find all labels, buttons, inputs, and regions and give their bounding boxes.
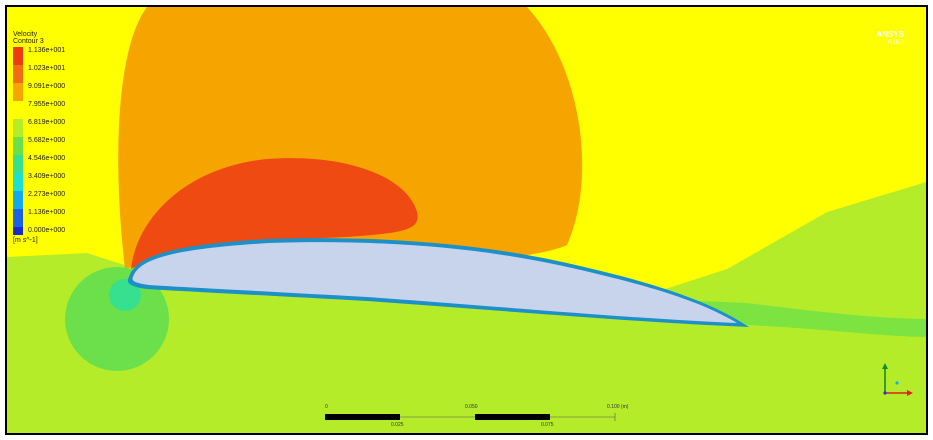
legend-swatch — [13, 101, 23, 119]
legend-level: 1.023e+001 — [13, 65, 133, 83]
legend-swatch — [13, 227, 23, 235]
legend-scale: 1.136e+001 1.023e+001 9.091e+000 7.955e+… — [13, 47, 133, 235]
contour-plot-viewport[interactable]: Velocity Contour 3 1.136e+001 1.023e+001… — [5, 5, 928, 435]
legend-level-label: 5.682e+000 — [28, 137, 66, 144]
axis-z — [883, 391, 887, 395]
legend-level-label: 2.273e+000 — [28, 191, 66, 198]
legend-level: 4.546e+000 — [13, 155, 133, 173]
legend-level-label: 1.136e+000 — [28, 209, 66, 216]
axis-marker — [895, 381, 899, 385]
legend-level: 6.819e+000 — [13, 119, 133, 137]
legend-swatch — [13, 173, 23, 191]
legend-level-label: 1.023e+001 — [28, 65, 66, 72]
legend-level: 9.091e+000 — [13, 83, 133, 101]
legend-swatch — [13, 209, 23, 227]
logo-name: ANSYS — [876, 30, 904, 39]
legend-level-label: 6.819e+000 — [28, 119, 66, 126]
logo-version: R15.0 — [887, 40, 904, 46]
legend-level-label: 3.409e+000 — [28, 173, 66, 180]
legend-swatch — [13, 191, 23, 209]
legend-level-label: 1.136e+001 — [28, 47, 66, 54]
scale-label-0075: 0.075 — [541, 422, 554, 428]
legend-subtitle: Contour 3 — [13, 38, 44, 45]
legend-title: Velocity — [13, 31, 38, 38]
legend-level: 2.273e+000 — [13, 191, 133, 209]
ansys-logo: ANSYS R15.0 — [876, 31, 904, 47]
legend-level-label: 4.546e+000 — [28, 155, 66, 162]
stagnation-region-outer — [65, 267, 169, 371]
legend-level-label: 7.955e+000 — [28, 101, 66, 108]
scale-label-0100: 0.100 (m) — [607, 404, 629, 410]
velocity-contour-field — [7, 7, 926, 433]
stagnation-region-inner — [109, 279, 141, 311]
legend-swatch — [13, 155, 23, 173]
high-velocity-bubble-inner — [131, 158, 418, 269]
scale-bar-segment-2 — [475, 414, 550, 420]
legend-level: 1.136e+000 — [13, 209, 133, 227]
legend-unit: [m s^-1] — [13, 237, 38, 244]
scale-bar: 0 0.050 0.100 (m) 0.025 0.075 — [325, 399, 635, 429]
legend-swatch — [13, 137, 23, 155]
legend-swatch — [13, 119, 23, 137]
color-legend: Velocity Contour 3 1.136e+001 1.023e+001… — [13, 31, 133, 244]
legend-level: 5.682e+000 — [13, 137, 133, 155]
legend-level: 3.409e+000 — [13, 173, 133, 191]
legend-swatch — [13, 65, 23, 83]
legend-level: 1.136e+001 — [13, 47, 133, 65]
scale-label-0050: 0.050 — [465, 404, 478, 410]
legend-level: 0.000e+000 — [13, 227, 133, 235]
scale-label-0: 0 — [325, 404, 328, 410]
axis-y-arrow — [882, 363, 888, 369]
legend-swatch — [13, 47, 23, 65]
axis-x-arrow — [907, 390, 913, 396]
legend-level-label: 9.091e+000 — [28, 83, 66, 90]
scale-bar-graphic — [325, 413, 616, 421]
legend-level-label: 0.000e+000 — [28, 227, 66, 234]
scale-label-0025: 0.025 — [391, 422, 404, 428]
scale-bar-segment-1 — [325, 414, 400, 420]
legend-swatch — [13, 83, 23, 101]
airfoil-body — [132, 242, 738, 323]
axis-triad-icon[interactable] — [875, 359, 915, 399]
legend-level: 7.955e+000 — [13, 101, 133, 119]
